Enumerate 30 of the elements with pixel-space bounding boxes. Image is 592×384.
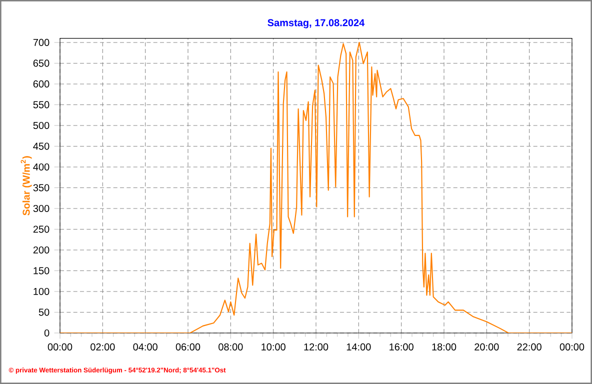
y-tick-label: 100 <box>34 288 50 296</box>
x-tick-label: 04:00 <box>133 343 158 350</box>
x-tick-label: 12:00 <box>304 343 328 350</box>
x-tick-label: 16:00 <box>390 343 414 350</box>
y-tick-label: 150 <box>34 267 50 274</box>
x-tick-label: 02:00 <box>90 343 115 350</box>
y-tick-label: 500 <box>33 122 50 130</box>
y-tick-label: 450 <box>33 142 50 150</box>
y-tick-label: 700 <box>33 38 50 46</box>
y-tick-label: 350 <box>33 184 50 192</box>
y-tick-label: 0 <box>44 329 50 337</box>
y-axis-title: Solar (W/m$^{2}$) <box>20 156 32 216</box>
x-tick-label: 10:00 <box>262 343 286 350</box>
y-tick-label: 50 <box>38 308 50 316</box>
x-tick-label: 06:00 <box>176 343 200 350</box>
y-tick-label: 250 <box>33 226 50 233</box>
x-tick-label: 00:00 <box>560 343 584 350</box>
x-tick-label: 22:00 <box>517 343 542 350</box>
x-tick-label: 00:00 <box>48 343 72 350</box>
y-tick-label: 650 <box>33 60 50 67</box>
x-tick-label: 18:00 <box>432 343 456 350</box>
y-tick-label: 400 <box>33 163 50 171</box>
chart-title: Samstag, 17.08.2024 <box>268 19 365 28</box>
y-tick-label: 600 <box>33 80 50 88</box>
x-tick-label: 14:00 <box>346 343 371 350</box>
y-tick-label: 200 <box>33 246 50 254</box>
y-tick-label: 550 <box>33 101 50 108</box>
y-tick-label: 300 <box>33 204 50 212</box>
x-tick-label: 20:00 <box>474 343 499 350</box>
x-tick-label: 08:00 <box>218 343 243 350</box>
